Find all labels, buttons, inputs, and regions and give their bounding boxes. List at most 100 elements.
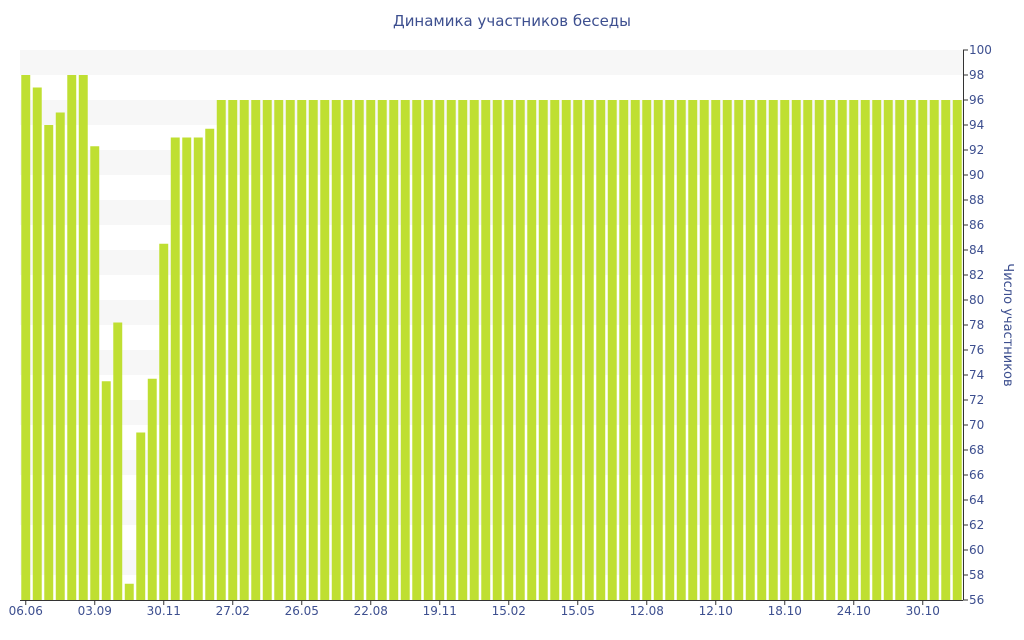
y-tick-label: 70 bbox=[969, 418, 984, 432]
y-tick-label: 56 bbox=[969, 593, 984, 607]
bar bbox=[101, 381, 111, 600]
x-tick-label: 30.10 bbox=[906, 604, 940, 618]
bar bbox=[354, 100, 364, 600]
bar bbox=[906, 100, 916, 600]
bar bbox=[435, 100, 445, 600]
y-tick-label: 90 bbox=[969, 168, 984, 182]
bar bbox=[584, 100, 594, 600]
bar bbox=[331, 100, 341, 600]
bar bbox=[216, 100, 226, 600]
x-tick-label: 27.02 bbox=[216, 604, 250, 618]
y-tick-label: 94 bbox=[969, 118, 984, 132]
x-axis-ticks: 06.06 03.09 30.11 27.02 26.05 22.08 19.11 15.02… bbox=[9, 600, 940, 618]
x-tick-label: 03.09 bbox=[78, 604, 112, 618]
y-tick-label: 80 bbox=[969, 293, 984, 307]
bar bbox=[837, 100, 847, 600]
bar bbox=[389, 100, 399, 600]
bar bbox=[872, 100, 882, 600]
bar bbox=[251, 100, 261, 600]
bar bbox=[814, 100, 824, 600]
bar bbox=[895, 100, 905, 600]
bar bbox=[55, 112, 65, 600]
y-tick-label: 82 bbox=[969, 268, 984, 282]
bar bbox=[699, 100, 709, 600]
bar bbox=[573, 100, 583, 600]
bar bbox=[147, 378, 157, 600]
bar bbox=[653, 100, 663, 600]
bar bbox=[193, 137, 203, 600]
x-tick-label: 24.10 bbox=[837, 604, 871, 618]
bar bbox=[630, 100, 640, 600]
bar bbox=[642, 100, 652, 600]
bar bbox=[941, 100, 951, 600]
bar bbox=[538, 100, 548, 600]
bar bbox=[481, 100, 491, 600]
bar bbox=[665, 100, 675, 600]
bar bbox=[423, 100, 433, 600]
bar bbox=[285, 100, 295, 600]
bar bbox=[308, 100, 318, 600]
bar bbox=[596, 100, 606, 600]
y-tick-label: 78 bbox=[969, 318, 984, 332]
y-tick-label: 76 bbox=[969, 343, 984, 357]
x-tick-label: 22.08 bbox=[354, 604, 388, 618]
bar bbox=[170, 137, 180, 600]
bar bbox=[458, 100, 468, 600]
bar bbox=[527, 100, 537, 600]
bar-series bbox=[21, 75, 962, 600]
y-tick-label: 84 bbox=[969, 243, 984, 257]
y-tick-label: 74 bbox=[969, 368, 984, 382]
bar bbox=[722, 100, 732, 600]
bar bbox=[446, 100, 456, 600]
bar bbox=[711, 100, 721, 600]
bar bbox=[515, 100, 525, 600]
bar bbox=[734, 100, 744, 600]
bar bbox=[803, 100, 813, 600]
bar bbox=[561, 100, 571, 600]
y-axis-title: Число участников bbox=[1000, 263, 1015, 386]
bar bbox=[883, 100, 893, 600]
bar bbox=[228, 100, 238, 600]
y-tick-label: 66 bbox=[969, 468, 984, 482]
bar bbox=[21, 75, 31, 600]
y-tick-label: 58 bbox=[969, 568, 984, 582]
bar bbox=[504, 100, 514, 600]
bar bbox=[262, 100, 272, 600]
bar bbox=[78, 75, 88, 600]
bar bbox=[492, 100, 502, 600]
y-tick-label: 60 bbox=[969, 543, 984, 557]
bar bbox=[619, 100, 629, 600]
x-tick-label: 06.06 bbox=[9, 604, 43, 618]
bar bbox=[44, 125, 54, 600]
bar bbox=[768, 100, 778, 600]
bar bbox=[90, 146, 100, 600]
x-tick-label: 19.11 bbox=[423, 604, 457, 618]
bar bbox=[469, 100, 479, 600]
bar bbox=[918, 100, 928, 600]
y-axis-ticks: 56 58 60 62 64 66 68 70 72 74 76 78 80 82 84 86 88 90 92 94… bbox=[963, 43, 992, 607]
y-tick-label: 72 bbox=[969, 393, 984, 407]
bar bbox=[412, 100, 422, 600]
x-tick-label: 12.10 bbox=[699, 604, 733, 618]
bar bbox=[274, 100, 284, 600]
bar bbox=[929, 100, 939, 600]
x-tick-label: 30.11 bbox=[147, 604, 181, 618]
y-tick-label: 86 bbox=[969, 218, 984, 232]
bar bbox=[688, 100, 698, 600]
bar bbox=[239, 100, 249, 600]
chart-title: Динамика участников беседы bbox=[392, 12, 632, 30]
bar bbox=[377, 100, 387, 600]
bar bbox=[400, 100, 410, 600]
grid-band bbox=[20, 50, 963, 75]
x-tick-label: 15.02 bbox=[492, 604, 526, 618]
bar bbox=[366, 100, 376, 600]
bar bbox=[860, 100, 870, 600]
bar bbox=[780, 100, 790, 600]
bar bbox=[849, 100, 859, 600]
bar bbox=[182, 137, 192, 600]
bar bbox=[113, 322, 123, 600]
y-tick-label: 100 bbox=[969, 43, 992, 57]
x-tick-label: 12.08 bbox=[630, 604, 664, 618]
y-tick-label: 96 bbox=[969, 93, 984, 107]
